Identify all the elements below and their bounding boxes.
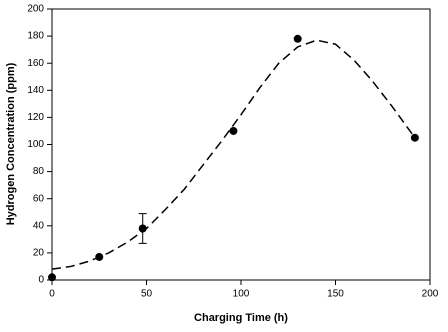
x-tick-label: 50 [141, 289, 153, 300]
data-point [293, 34, 302, 43]
x-axis-title: Charging Time (h) [194, 312, 288, 324]
data-point [95, 252, 104, 261]
y-tick-label: 140 [27, 85, 44, 96]
y-tick-label: 80 [33, 166, 45, 177]
y-tick-label: 60 [33, 193, 45, 204]
x-tick-label: 100 [233, 289, 250, 300]
plot-frame [51, 8, 431, 281]
data-point [48, 273, 56, 282]
x-tick-label: 0 [49, 289, 55, 300]
y-tick-label: 120 [27, 112, 44, 123]
y-tick-label: 100 [27, 139, 44, 150]
data-point [229, 126, 238, 135]
y-tick-label: 40 [33, 220, 45, 231]
y-axis-title: Hydrogen Concentration (ppm) [5, 62, 17, 225]
y-tick-label: 20 [33, 248, 45, 259]
x-tick-label: 200 [422, 289, 439, 300]
fit-curve [51, 39, 416, 270]
data-point [410, 133, 419, 142]
y-tick-label: 200 [27, 4, 44, 15]
x-tick-label: 150 [327, 289, 344, 300]
y-tick-label: 160 [27, 58, 44, 69]
data-point [138, 224, 147, 233]
y-tick-label: 180 [27, 31, 44, 42]
y-tick-label: 0 [38, 275, 44, 286]
